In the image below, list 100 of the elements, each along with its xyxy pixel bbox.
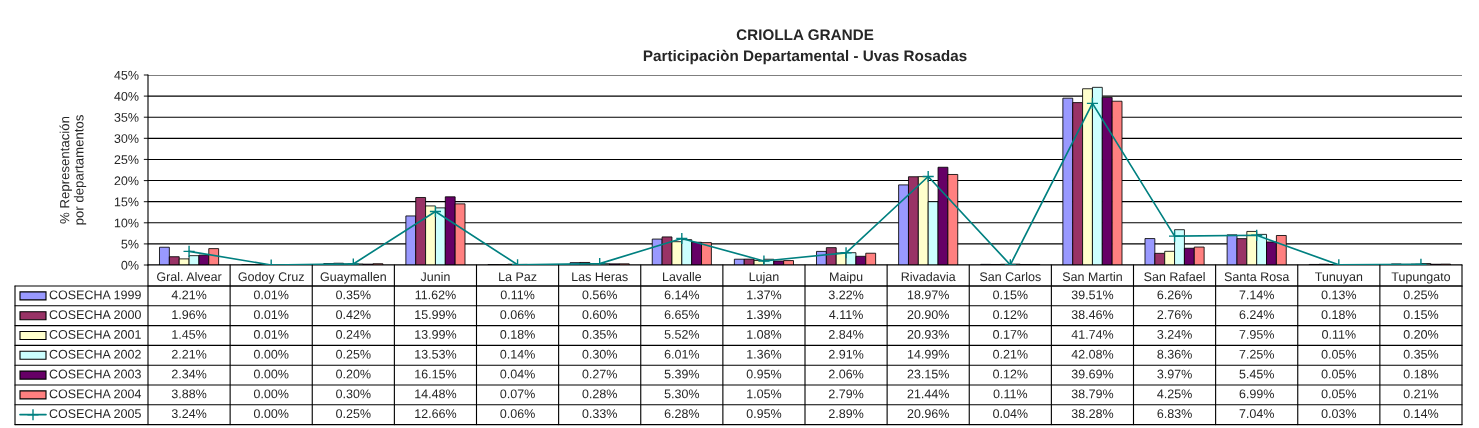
y-tick-label: 35% — [114, 113, 139, 122]
legend-label: COSECHA 2005 — [49, 409, 141, 419]
data-label: 0.00% — [253, 389, 289, 399]
data-label: 0.15% — [1403, 310, 1439, 320]
data-label: 0.21% — [993, 349, 1028, 359]
data-label: 3.24% — [171, 409, 207, 419]
data-label: 20.96% — [907, 409, 949, 419]
data-label: 4.11% — [829, 310, 863, 320]
x-tick-label: Rivadavia — [901, 271, 956, 282]
data-label: 12.66% — [415, 409, 457, 419]
data-label: 0.60% — [582, 310, 617, 320]
data-label: 15.99% — [415, 310, 457, 320]
data-label: 3.22% — [828, 290, 864, 300]
legend-label: COSECHA 2001 — [49, 330, 141, 339]
data-label: 0.24% — [336, 330, 371, 339]
data-label: 0.05% — [1321, 369, 1357, 379]
x-tick-label: Tupungato — [1391, 272, 1451, 284]
data-label: 0.21% — [1403, 389, 1439, 399]
data-label: 0.11% — [500, 290, 535, 300]
data-label: 14.99% — [907, 349, 949, 359]
data-label: 6.83% — [1157, 409, 1192, 419]
y-tick-label: 0% — [121, 260, 139, 270]
data-label: 3.88% — [171, 389, 207, 399]
y-axis-title: % Representación por departamentos — [59, 115, 87, 225]
data-label: 0.20% — [1403, 330, 1439, 339]
y-tick-label: 45% — [114, 70, 139, 80]
data-label: 3.97% — [1157, 369, 1192, 379]
data-label: 0.01% — [253, 290, 289, 300]
data-label: 0.14% — [1403, 409, 1439, 419]
x-tick-label: San Martin — [1062, 271, 1122, 282]
data-label: 0.25% — [336, 349, 371, 359]
data-label: 0.05% — [1321, 349, 1357, 359]
data-label: 0.35% — [582, 330, 617, 339]
data-label: 0.25% — [1403, 290, 1439, 300]
data-label: 41.74% — [1071, 330, 1114, 339]
data-label: 0.95% — [746, 369, 782, 379]
y-tick-label: 25% — [114, 155, 139, 165]
x-tick-label: Tunuyan — [1315, 272, 1363, 284]
data-label: 39.69% — [1071, 369, 1114, 379]
data-label: 0.06% — [500, 310, 535, 320]
data-label: 2.34% — [171, 369, 207, 379]
y-tick-label: 20% — [114, 176, 139, 186]
legend-label: COSECHA 2003 — [49, 369, 141, 379]
y-tick-label: 30% — [114, 134, 139, 143]
data-label: 13.53% — [415, 349, 457, 359]
data-label: 21.44% — [907, 389, 949, 399]
data-label: 0.18% — [1403, 369, 1439, 379]
data-label: 0.13% — [1321, 290, 1357, 300]
y-tick-label: 10% — [114, 218, 139, 228]
data-label: 20.93% — [907, 330, 949, 339]
data-label: 1.08% — [747, 330, 782, 339]
y-tick-label: 40% — [114, 91, 139, 101]
data-label: 7.14% — [1239, 290, 1274, 300]
x-tick-label: Maipu — [830, 271, 863, 284]
data-label: 39.51% — [1071, 290, 1114, 300]
legend-label: COSECHA 1999 — [49, 290, 141, 300]
data-label: 5.45% — [1239, 369, 1274, 379]
data-label: 7.95% — [1239, 330, 1274, 339]
data-label: 6.99% — [1239, 389, 1274, 399]
x-tick-label: Junin — [420, 271, 450, 282]
data-label: 1.36% — [747, 349, 782, 359]
data-label: 2.84% — [828, 330, 864, 339]
data-label: 4.21% — [171, 290, 207, 300]
data-label: 6.28% — [664, 409, 700, 419]
data-label: 2.06% — [828, 369, 864, 379]
chart-title: CRIOLLA GRANDE — [736, 29, 874, 41]
data-label: 18.97% — [907, 290, 949, 300]
data-label: 13.99% — [415, 330, 457, 339]
data-label: 0.28% — [582, 389, 617, 399]
chart-subtitle: Participaciòn Departamental - Uvas Rosadas — [643, 49, 967, 65]
y-tick-label: 15% — [114, 197, 139, 207]
data-label: 5.52% — [664, 330, 700, 339]
data-label: 0.00% — [253, 369, 289, 379]
data-label: 0.04% — [500, 369, 535, 379]
x-tick-label: Santa Rosa — [1224, 272, 1290, 282]
data-label: 1.45% — [172, 330, 207, 339]
data-label: 0.00% — [253, 409, 289, 419]
data-label: 42.08% — [1071, 349, 1114, 359]
data-label: 6.14% — [664, 290, 700, 300]
data-label: 0.27% — [582, 369, 617, 379]
data-label: 3.24% — [1157, 330, 1192, 339]
x-tick-label: La Paz — [499, 272, 537, 282]
data-label: 7.04% — [1239, 409, 1274, 419]
data-label: 0.25% — [336, 409, 371, 419]
data-label: 0.11% — [993, 389, 1028, 399]
data-label: 0.15% — [993, 290, 1028, 300]
x-tick-label: Lavalle — [663, 271, 702, 282]
data-label: 20.90% — [907, 310, 949, 320]
data-label: 0.20% — [336, 369, 371, 379]
data-label: 2.91% — [828, 349, 864, 359]
data-label: 38.79% — [1071, 389, 1114, 399]
x-tick-label: San Rafael — [1144, 271, 1205, 282]
data-label: 0.04% — [993, 409, 1028, 419]
data-label: 6.65% — [664, 310, 700, 320]
data-label: 0.12% — [993, 310, 1028, 320]
x-tick-label: Las Heras — [572, 272, 628, 282]
data-label: 38.46% — [1071, 310, 1114, 320]
data-label: 0.01% — [253, 330, 289, 339]
data-label: 1.05% — [747, 389, 782, 399]
data-label: 23.15% — [907, 369, 949, 379]
